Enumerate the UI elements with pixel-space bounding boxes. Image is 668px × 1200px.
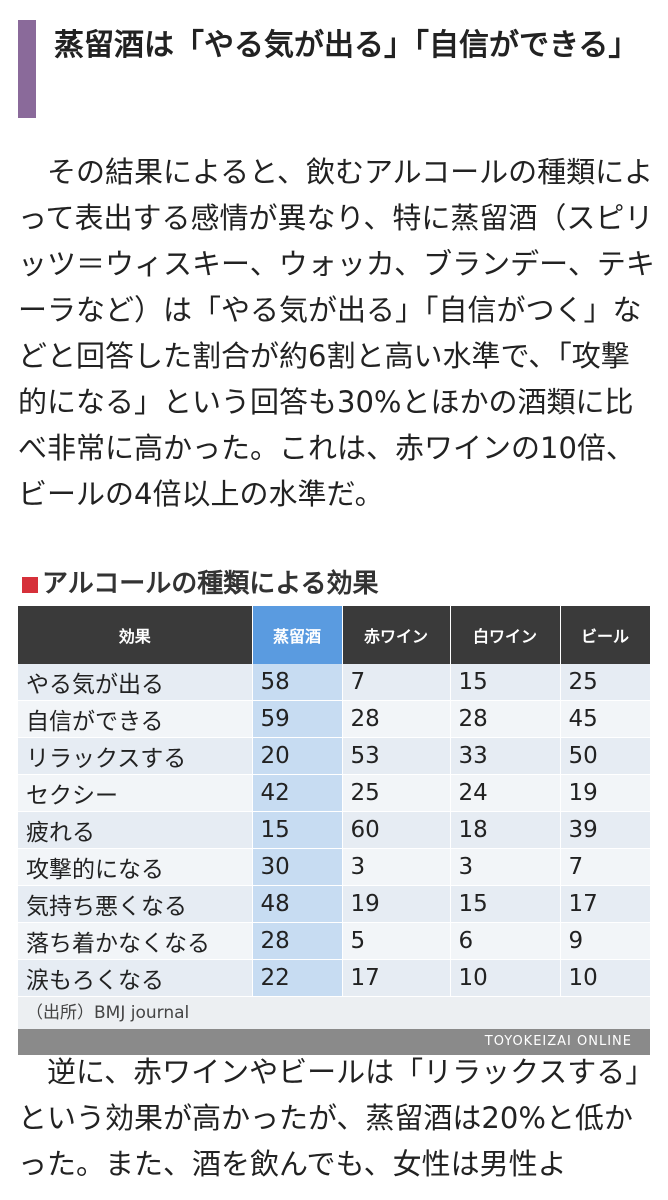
figure-title-row: アルコールの種類による効果 bbox=[18, 562, 650, 606]
effects-table: 効果 蒸留酒 赤ワイン 白ワイン ビール やる気が出る 58 7 15 25 自信ができる 59 28… bbox=[18, 606, 651, 997]
column-header: 赤ワイン bbox=[342, 606, 451, 664]
cell-value: 60 bbox=[342, 811, 451, 849]
cell-value: 28 bbox=[252, 922, 343, 960]
cell-value: 42 bbox=[252, 774, 343, 812]
cell-value: 6 bbox=[450, 922, 561, 960]
column-header: 蒸留酒 bbox=[252, 606, 343, 664]
cell-value: 15 bbox=[252, 811, 343, 849]
title-marker bbox=[22, 577, 38, 593]
row-label: 涙もろくなる bbox=[18, 959, 253, 997]
row-label: 自信ができる bbox=[18, 700, 253, 738]
paragraph: その結果によると、飲むアルコールの種類によって表出する感情が異なり、特に蒸留酒（… bbox=[18, 155, 655, 511]
cell-value: 17 bbox=[342, 959, 451, 997]
table-row: 疲れる 15 60 18 39 bbox=[18, 811, 651, 849]
cell-value: 10 bbox=[450, 959, 561, 997]
column-header: ビール bbox=[560, 606, 651, 664]
cell-value: 39 bbox=[560, 811, 651, 849]
cell-value: 3 bbox=[450, 848, 561, 886]
row-label: セクシー bbox=[18, 774, 253, 812]
heading: 蒸留酒は「やる気が出る」「自信ができる」 bbox=[18, 20, 650, 118]
cell-value: 24 bbox=[450, 774, 561, 812]
cell-value: 25 bbox=[342, 774, 451, 812]
cell-value: 25 bbox=[560, 664, 651, 701]
table-row: 落ち着かなくなる 28 5 6 9 bbox=[18, 922, 651, 960]
row-label: やる気が出る bbox=[18, 664, 253, 701]
header-row: 効果 蒸留酒 赤ワイン 白ワイン ビール bbox=[18, 606, 651, 664]
cell-value: 15 bbox=[450, 664, 561, 701]
cell-value: 19 bbox=[342, 885, 451, 923]
cell-value: 59 bbox=[252, 700, 343, 738]
table-row: リラックスする 20 53 33 50 bbox=[18, 737, 651, 775]
table-row: 攻撃的になる 30 3 3 7 bbox=[18, 848, 651, 886]
cell-value: 10 bbox=[560, 959, 651, 997]
credit: TOYOKEIZAI ONLINE bbox=[18, 1029, 650, 1055]
row-label: 落ち着かなくなる bbox=[18, 922, 253, 960]
cell-value: 48 bbox=[252, 885, 343, 923]
row-label: リラックスする bbox=[18, 737, 253, 775]
cell-value: 7 bbox=[342, 664, 451, 701]
source: （出所）BMJ journal bbox=[18, 997, 650, 1029]
cell-value: 28 bbox=[342, 700, 451, 738]
cell-value: 3 bbox=[342, 848, 451, 886]
table-row: 自信ができる 59 28 28 45 bbox=[18, 700, 651, 738]
row-label: 攻撃的になる bbox=[18, 848, 253, 886]
cell-value: 50 bbox=[560, 737, 651, 775]
column-header: 白ワイン bbox=[450, 606, 561, 664]
table-row: やる気が出る 58 7 15 25 bbox=[18, 664, 651, 701]
row-label: 疲れる bbox=[18, 811, 253, 849]
figure: アルコールの種類による効果 効果 蒸留酒 赤ワイン 白ワイン ビール やる気が出る 58 7… bbox=[18, 562, 651, 1055]
figure-title: アルコールの種類による効果 bbox=[42, 569, 379, 599]
table-row: 涙もろくなる 22 17 10 10 bbox=[18, 959, 651, 997]
cell-value: 58 bbox=[252, 664, 343, 701]
cell-value: 53 bbox=[342, 737, 451, 775]
table-body: やる気が出る 58 7 15 25 自信ができる 59 28 28 45 リラックスする 20 53 33… bbox=[18, 664, 651, 997]
cell-value: 5 bbox=[342, 922, 451, 960]
column-header: 効果 bbox=[18, 606, 253, 664]
cell-value: 22 bbox=[252, 959, 343, 997]
cell-value: 17 bbox=[560, 885, 651, 923]
paragraph: 逆に、赤ワインやビールは「リラックスする」という効果が高かったが、蒸留酒は20%… bbox=[18, 1055, 655, 1181]
cell-value: 19 bbox=[560, 774, 651, 812]
cell-value: 30 bbox=[252, 848, 343, 886]
cell-value: 15 bbox=[450, 885, 561, 923]
row-label: 気持ち悪くなる bbox=[18, 885, 253, 923]
cell-value: 20 bbox=[252, 737, 343, 775]
table-row: セクシー 42 25 24 19 bbox=[18, 774, 651, 812]
cell-value: 28 bbox=[450, 700, 561, 738]
cell-value: 9 bbox=[560, 922, 651, 960]
cell-value: 45 bbox=[560, 700, 651, 738]
table-row: 気持ち悪くなる 48 19 15 17 bbox=[18, 885, 651, 923]
cell-value: 33 bbox=[450, 737, 561, 775]
cell-value: 7 bbox=[560, 848, 651, 886]
cell-value: 18 bbox=[450, 811, 561, 849]
